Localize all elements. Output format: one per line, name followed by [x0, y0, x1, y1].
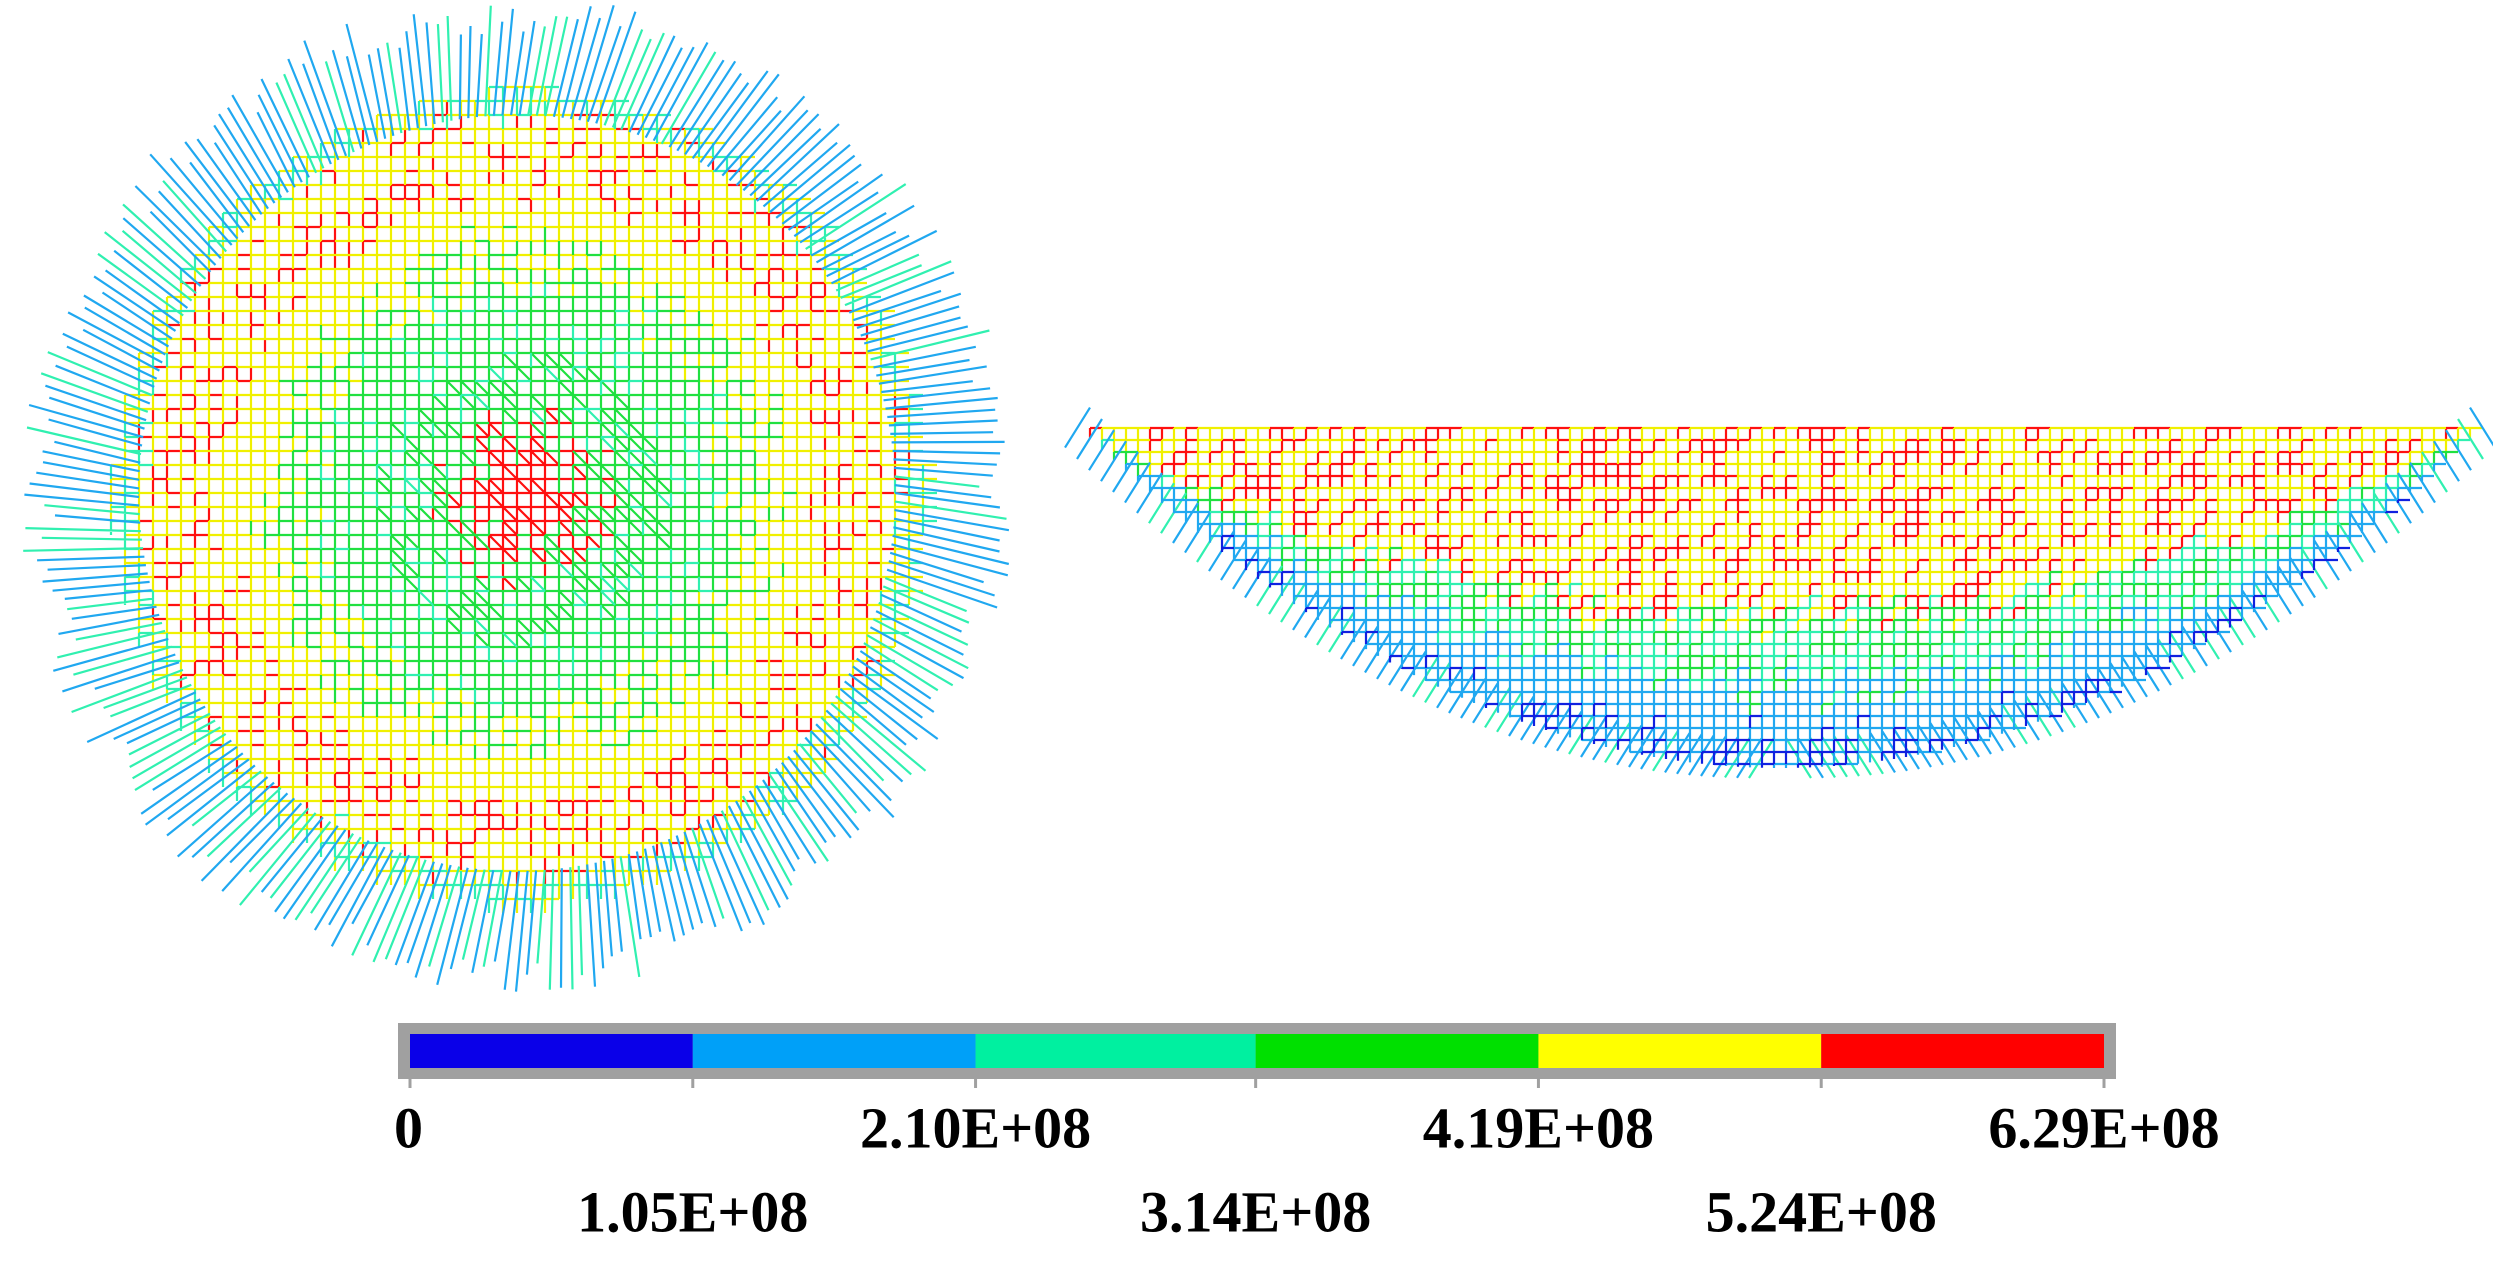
colorbar: 0 1.05E+08 2.10E+08 3.14E+08 4.19E+08 5.24E+0… — [394, 1023, 2220, 1244]
mesh-lines — [24, 4, 2493, 992]
tick-label: 0 — [394, 1095, 423, 1160]
mesh-lines — [109, 85, 2482, 913]
tick-label: 3.14E+08 — [1140, 1179, 1371, 1244]
mesh-lines — [249, 225, 2458, 759]
tick-label: 5.24E+08 — [1706, 1179, 1937, 1244]
tick-label: 4.19E+08 — [1423, 1095, 1654, 1160]
tick-label: 1.05E+08 — [577, 1179, 808, 1244]
colorbar-segment — [692, 1034, 976, 1068]
tick-label: 6.29E+08 — [1988, 1095, 2219, 1160]
colorbar-segment — [1255, 1034, 1539, 1068]
mesh-lines — [1220, 498, 2410, 768]
colorbar-segment — [1538, 1034, 1822, 1068]
colorbar-segment — [975, 1034, 1256, 1068]
tick-label: 2.10E+08 — [860, 1095, 1091, 1160]
colorbar-segment — [410, 1034, 693, 1068]
mesh-lines — [137, 101, 2458, 885]
mesh-views — [23, 4, 2493, 992]
colorbar-segment — [1821, 1034, 2104, 1068]
